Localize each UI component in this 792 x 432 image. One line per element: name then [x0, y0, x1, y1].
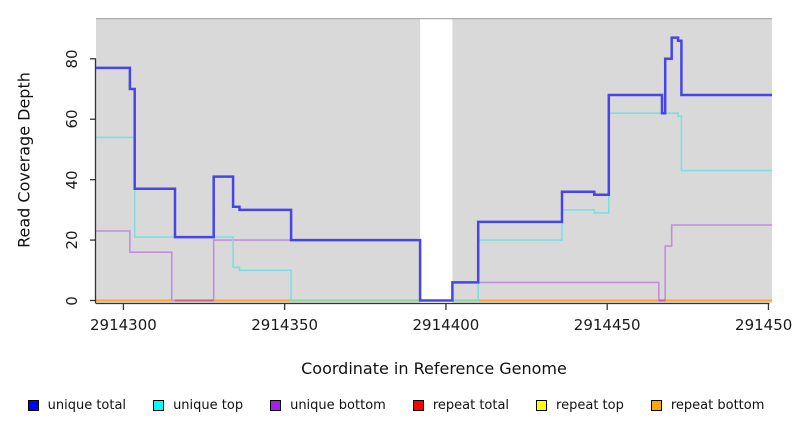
legend-label: unique bottom: [290, 398, 386, 413]
y-axis-title: Read Coverage Depth: [14, 72, 34, 248]
legend-item-unique-total: unique total: [27, 398, 127, 413]
series-unique-top: [96, 112, 772, 302]
x-tick-label: 2914400: [412, 316, 480, 334]
legend-item-repeat-bottom: repeat bottom: [650, 398, 765, 413]
legend-label: repeat bottom: [670, 398, 765, 413]
y-tick-label: 20: [63, 230, 81, 250]
legend-item-unique-top: unique top: [153, 398, 243, 413]
y-tick-label: 80: [63, 49, 81, 69]
x-tick-label: 2914450: [573, 316, 641, 334]
legend-swatch-icon: [153, 400, 165, 411]
legend-swatch-icon: [270, 400, 282, 411]
x-tick-label: 2914350: [251, 316, 319, 334]
legend-swatch-icon: [650, 400, 662, 411]
legend-item-unique-bottom: unique bottom: [270, 398, 386, 413]
legend-label: unique total: [47, 398, 127, 413]
legend-label: repeat top: [556, 398, 624, 413]
coverage-gap-band: [420, 12, 453, 303]
y-tick-label: 40: [63, 170, 81, 190]
x-axis-title: Coordinate in Reference Genome: [301, 359, 567, 378]
x-tick-label: 2914300: [90, 316, 157, 334]
legend: unique total unique top unique bottom repea…: [0, 398, 792, 413]
legend-swatch-icon: [27, 400, 39, 411]
y-tick-label: 0: [63, 295, 81, 306]
y-tick-label: 60: [63, 109, 81, 129]
legend-swatch-icon: [536, 400, 548, 411]
legend-label: repeat total: [432, 398, 510, 413]
legend-item-repeat-total: repeat total: [412, 398, 510, 413]
series-unique-total: [96, 36, 772, 302]
legend-item-repeat-top: repeat top: [536, 398, 624, 413]
legend-label: unique top: [173, 398, 244, 413]
legend-swatch-icon: [412, 400, 424, 411]
